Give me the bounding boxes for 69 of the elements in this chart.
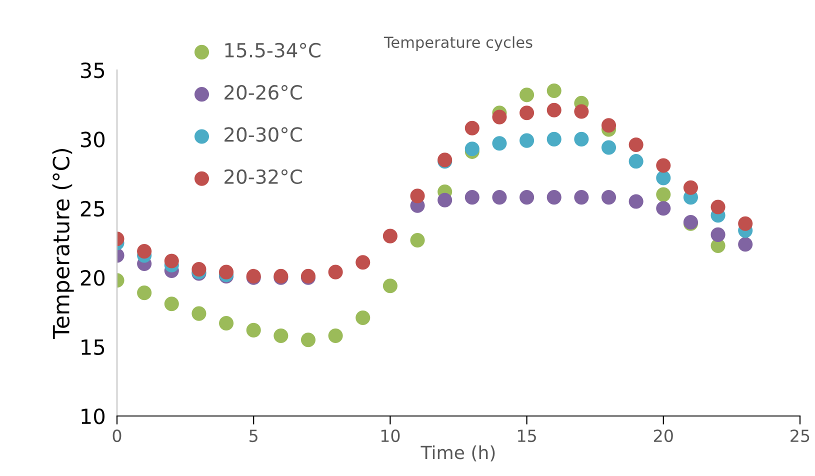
point [683, 180, 698, 195]
point [656, 158, 671, 173]
point [274, 328, 288, 344]
point [492, 110, 507, 124]
legend-label: 20-26°C [224, 85, 302, 100]
point [300, 332, 316, 348]
point [656, 170, 671, 186]
point [738, 237, 753, 252]
point [492, 136, 507, 151]
point [520, 190, 534, 205]
point [137, 244, 152, 259]
legend-label: 15.5-34°C [225, 42, 320, 58]
point [656, 187, 671, 202]
x-tick-label: 10 [381, 429, 400, 442]
point [328, 328, 343, 344]
point [628, 137, 644, 152]
point [438, 192, 452, 208]
x-tick-label: 25 [790, 429, 810, 442]
point [464, 120, 480, 136]
y-tick-label: 25 [80, 200, 104, 217]
point [710, 227, 726, 242]
legend-label: 20-30°C [224, 127, 302, 142]
x-tick-label: 15 [518, 430, 536, 442]
point [520, 133, 534, 148]
y-tick-label: 20 [80, 270, 105, 286]
point [601, 190, 616, 205]
legend-label: 20-32°C [224, 169, 302, 184]
point [356, 310, 370, 326]
point [218, 264, 234, 280]
y-tick-label: 30 [80, 132, 105, 148]
y-tick-label: 15 [82, 340, 104, 356]
point [520, 106, 534, 120]
point [410, 188, 425, 204]
point [192, 306, 206, 321]
point [574, 132, 589, 146]
point [410, 232, 425, 248]
point [164, 254, 179, 268]
point [356, 255, 370, 270]
point [520, 88, 534, 102]
point [164, 296, 179, 312]
point [546, 102, 562, 118]
x-tick-label: 20 [654, 429, 673, 442]
point [328, 264, 343, 280]
point [628, 154, 644, 169]
point [546, 132, 562, 146]
x-axis-title: Time (h) [420, 445, 495, 462]
point [574, 104, 589, 119]
point [601, 118, 616, 133]
point [382, 278, 398, 294]
point [656, 201, 671, 216]
point [492, 190, 507, 205]
point [464, 190, 480, 205]
point [710, 200, 726, 214]
point [601, 140, 616, 155]
y-axis-title: Temperature (°C) [52, 149, 74, 339]
y-tick-label: 10 [82, 408, 105, 424]
point [382, 228, 398, 244]
point [574, 190, 589, 205]
point [246, 322, 261, 338]
point [546, 190, 562, 205]
x-tick-label: 5 [250, 430, 258, 442]
point [546, 83, 562, 98]
y-tick-label: 35 [80, 62, 104, 78]
x-tick-label: 0 [112, 429, 122, 442]
chart-title: Temperature cycles [384, 36, 532, 52]
point [628, 194, 644, 209]
point [738, 216, 753, 231]
point [137, 286, 152, 300]
point [218, 316, 234, 331]
